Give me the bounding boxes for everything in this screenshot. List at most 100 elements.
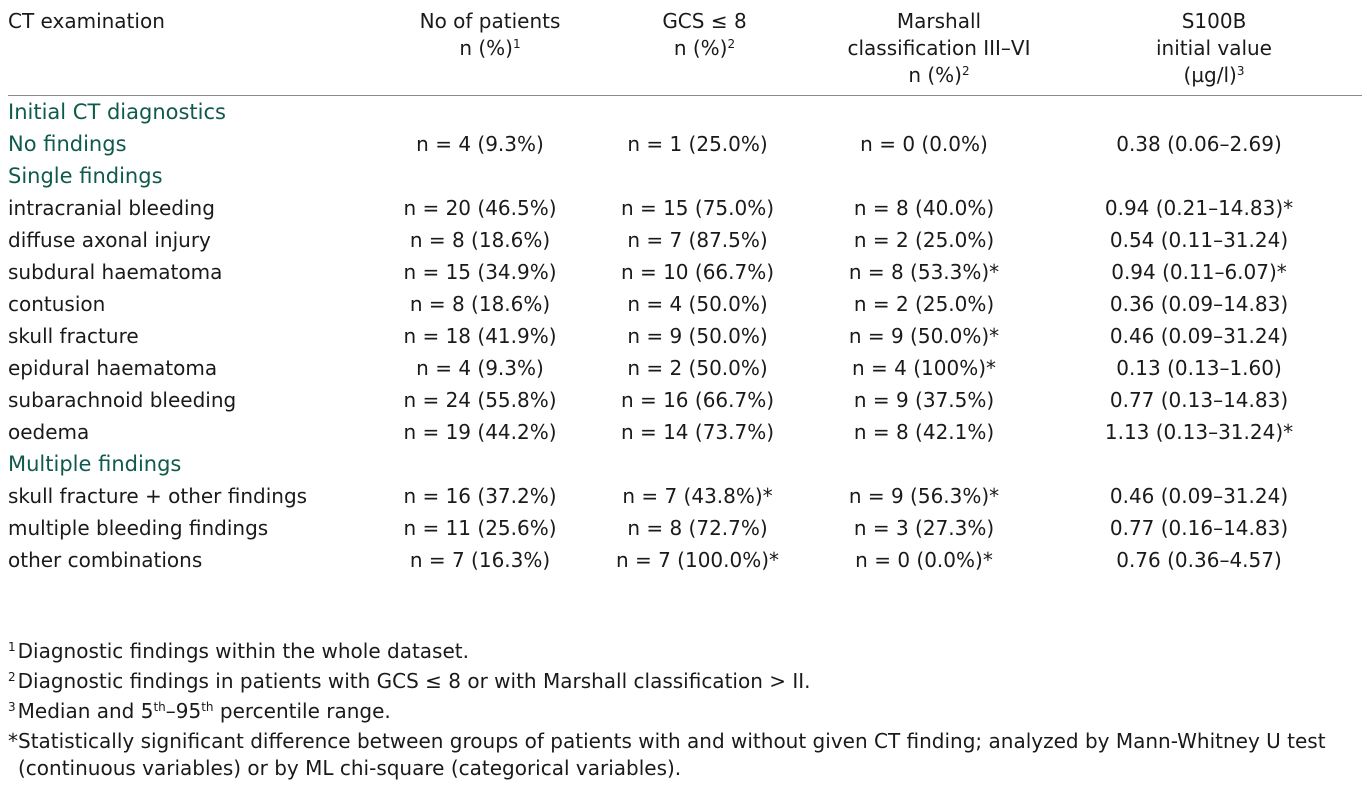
cell-no-of-patients: n = 24 (55.8%) <box>403 388 557 412</box>
cell-no-of-patients: n = 20 (46.5%) <box>403 196 557 220</box>
cell-no-of-patients: n = 8 (18.6%) <box>409 228 551 252</box>
section-heading-row: Multiple findings <box>8 448 1362 480</box>
table-row: other combinations n = 7 (16.3%) n = 7 (… <box>8 544 1362 576</box>
cell-gcs: n = 16 (66.7%) <box>620 388 775 412</box>
cell-marshall: n = 8 (42.1%) <box>853 420 995 444</box>
cell-marshall: n = 9 (50.0%)* <box>848 324 1000 348</box>
table-header: CT examination No of patients n (%)1 GCS… <box>8 8 1362 96</box>
header-line: n (%)1 <box>459 36 521 60</box>
cell-s100b: 0.76 (0.36–4.57) <box>1116 548 1282 572</box>
cell-no-of-patients: n = 16 (37.2%) <box>403 484 557 508</box>
cell-s100b: 0.94 (0.11–6.07)* <box>1111 260 1287 284</box>
header-line: initial value <box>1156 36 1272 60</box>
cell-marshall: n = 8 (53.3%)* <box>848 260 1000 284</box>
cell-s100b: 1.13 (0.13–31.24)* <box>1104 420 1294 444</box>
footnote-2: 2 Diagnostic findings in patients with GC… <box>8 666 1362 696</box>
cell-s100b: 0.46 (0.09–31.24) <box>1109 324 1289 348</box>
cell-s100b: 0.94 (0.21–14.83)* <box>1104 196 1294 220</box>
cell-marshall: n = 9 (56.3%)* <box>848 484 1000 508</box>
table-row: diffuse axonal injury n = 8 (18.6%) n = … <box>8 224 1362 256</box>
header-line: Marshall <box>896 9 982 33</box>
footnote-1: 1 Diagnostic findings within the whole da… <box>8 636 1362 666</box>
table-row: No findings n = 4 (9.3%) n = 1 (25.0%) n… <box>8 128 1362 160</box>
row-label: diffuse axonal injury <box>8 228 211 252</box>
footnote-text: (continuous variables) or by ML chi-squa… <box>18 756 682 780</box>
cell-marshall: n = 4 (100%)* <box>851 356 996 380</box>
footnote-ref: 2 <box>727 37 736 51</box>
cell-marshall: n = 8 (40.0%) <box>853 196 995 220</box>
row-label: epidural haematoma <box>8 356 218 380</box>
col-header-s100b: S100B initial value (µg/l)3 <box>1066 8 1362 96</box>
header-row: CT examination No of patients n (%)1 GCS… <box>8 8 1362 96</box>
footnote-mark: 3 <box>8 700 16 714</box>
row-label: subdural haematoma <box>8 260 223 284</box>
cell-s100b: 0.36 (0.09–14.83) <box>1109 292 1289 316</box>
table-row: skull fracture + other findings n = 16 (… <box>8 480 1362 512</box>
footnote-significance: *Statistically significant difference be… <box>8 728 1362 782</box>
header-line: classification III–VI <box>847 36 1031 60</box>
row-label: oedema <box>8 420 90 444</box>
row-label: skull fracture + other findings <box>8 484 308 508</box>
cell-gcs: n = 2 (50.0%) <box>627 356 768 380</box>
table-row: skull fracture n = 18 (41.9%) n = 9 (50.… <box>8 320 1362 352</box>
col-header-marshall: Marshall classification III–VI n (%)2 <box>812 8 1066 96</box>
cell-gcs: n = 1 (25.0%) <box>627 132 768 156</box>
cell-no-of-patients: n = 8 (18.6%) <box>409 292 551 316</box>
col-header-no-of-patients: No of patients n (%)1 <box>383 8 597 96</box>
table-row: multiple bleeding findings n = 11 (25.6%… <box>8 512 1362 544</box>
cell-no-of-patients: n = 11 (25.6%) <box>403 516 557 540</box>
row-label: subarachnoid bleeding <box>8 388 237 412</box>
footnote-ref: 3 <box>1236 64 1245 78</box>
header-line: No of patients <box>419 9 561 33</box>
footnote-ref: 1 <box>513 37 521 51</box>
cell-marshall: n = 0 (0.0%)* <box>855 548 993 572</box>
section-heading-row: Single findings <box>8 160 1362 192</box>
ct-findings-table: CT examination No of patients n (%)1 GCS… <box>8 8 1362 576</box>
table-row: oedema n = 19 (44.2%) n = 14 (73.7%) n =… <box>8 416 1362 448</box>
cell-gcs: n = 7 (43.8%)* <box>622 484 773 508</box>
row-label: contusion <box>8 292 106 316</box>
cell-s100b: 0.38 (0.06–2.69) <box>1116 132 1282 156</box>
cell-no-of-patients: n = 4 (9.3%) <box>416 132 544 156</box>
cell-s100b: 0.46 (0.09–31.24) <box>1109 484 1289 508</box>
header-line: (µg/l)3 <box>1183 63 1245 87</box>
table-body: Initial CT diagnostics No findings n = 4… <box>8 96 1362 577</box>
header-line: CT examination <box>8 9 165 33</box>
cell-marshall: n = 2 (25.0%) <box>853 228 995 252</box>
header-line: n (%)2 <box>673 36 736 60</box>
footnote-text: Diagnostic findings in patients with GCS… <box>17 669 811 693</box>
cell-gcs: n = 8 (72.7%) <box>627 516 768 540</box>
cell-marshall: n = 0 (0.0%) <box>860 132 988 156</box>
cell-s100b: 0.77 (0.16–14.83) <box>1109 516 1289 540</box>
table-row: epidural haematoma n = 4 (9.3%) n = 2 (5… <box>8 352 1362 384</box>
cell-no-of-patients: n = 18 (41.9%) <box>403 324 557 348</box>
cell-no-of-patients: n = 15 (34.9%) <box>403 260 557 284</box>
table-row: intracranial bleeding n = 20 (46.5%) n =… <box>8 192 1362 224</box>
section-heading-row: Initial CT diagnostics <box>8 96 1362 129</box>
row-label: skull fracture <box>8 324 139 348</box>
cell-gcs: n = 9 (50.0%) <box>627 324 768 348</box>
section-heading: Initial CT diagnostics <box>8 100 226 124</box>
footnote-text: *Statistically significant difference be… <box>8 729 1326 753</box>
cell-gcs: n = 10 (66.7%) <box>620 260 775 284</box>
cell-gcs: n = 15 (75.0%) <box>620 196 775 220</box>
row-label: multiple bleeding findings <box>8 516 269 540</box>
table-row: subarachnoid bleeding n = 24 (55.8%) n =… <box>8 384 1362 416</box>
cell-no-of-patients: n = 4 (9.3%) <box>416 356 544 380</box>
header-line: n (%)2 <box>908 63 970 87</box>
cell-marshall: n = 3 (27.3%) <box>853 516 995 540</box>
cell-s100b: 0.54 (0.11–31.24) <box>1109 228 1289 252</box>
col-header-gcs: GCS ≤ 8 n (%)2 <box>597 8 812 96</box>
footnote-ref: 2 <box>962 64 970 78</box>
header-line: S100B <box>1181 9 1247 33</box>
row-label: intracranial bleeding <box>8 196 215 220</box>
col-header-ct-examination: CT examination <box>8 8 383 96</box>
cell-no-of-patients: n = 7 (16.3%) <box>409 548 551 572</box>
cell-gcs: n = 7 (100.0%)* <box>615 548 780 572</box>
footnote-mark: 2 <box>8 670 16 684</box>
row-label: No findings <box>8 132 127 156</box>
footnote-3: 3 Median and 5th–95th percentile range. <box>8 696 1362 726</box>
cell-gcs: n = 4 (50.0%) <box>627 292 768 316</box>
cell-marshall: n = 9 (37.5%) <box>853 388 995 412</box>
